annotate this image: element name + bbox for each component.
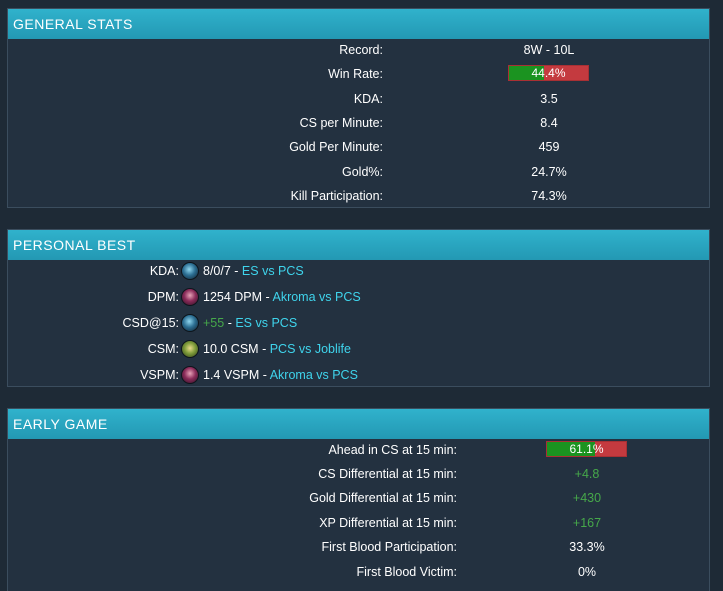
pb-csm-text: 10.0 CSM - PCS vs Joblife xyxy=(203,337,351,361)
pb-separator: - xyxy=(230,264,242,278)
pb-csm-value: 10.0 CSM xyxy=(203,342,259,356)
pb-vspm-row: VSPM: 1.4 VSPM - Akroma vs PCS xyxy=(8,363,709,387)
personal-best-panel: PERSONAL BEST KDA: 8/0/7 - ES vs PCS DPM… xyxy=(7,229,710,387)
cs-diff-15-row: CS Differential at 15 min: +4.8 xyxy=(8,462,709,486)
xp-diff-15-value: +167 xyxy=(572,516,602,530)
champion-purple-icon xyxy=(181,366,199,384)
pb-separator: - xyxy=(224,316,236,330)
gold-per-minute-row: Gold Per Minute: 459 xyxy=(8,135,709,159)
gold-percent-label: Gold%: xyxy=(342,165,383,179)
pb-dpm-text: 1254 DPM - Akroma vs PCS xyxy=(203,285,361,309)
pb-kda-value: 8/0/7 xyxy=(203,264,231,278)
pb-dpm-label: DPM: xyxy=(147,290,179,304)
ahead-cs-15-label: Ahead in CS at 15 min: xyxy=(328,443,457,457)
pb-csd15-match-link[interactable]: ES vs PCS xyxy=(235,316,298,330)
pb-csm-match-link[interactable]: PCS vs Joblife xyxy=(269,342,351,356)
win-rate-bar-text: 44.4% xyxy=(531,66,566,80)
pb-separator: - xyxy=(258,342,270,356)
ahead-cs-15-bar-fill xyxy=(547,442,596,456)
pb-csd15-value: +55 xyxy=(203,316,225,330)
xp-diff-15-row: XP Differential at 15 min: +167 xyxy=(8,511,709,535)
first-blood-victim-label: First Blood Victim: xyxy=(356,565,458,579)
cs-per-minute-row: CS per Minute: 8.4 xyxy=(8,111,709,135)
win-rate-bar-fill xyxy=(509,66,545,80)
champion-green-icon xyxy=(181,340,199,358)
kda-label: KDA: xyxy=(353,92,383,106)
pb-csd15-label: CSD@15: xyxy=(122,316,179,330)
pb-vspm-match-link[interactable]: Akroma vs PCS xyxy=(269,368,358,382)
pb-vspm-value: 1.4 VSPM xyxy=(203,368,260,382)
cs-diff-15-label: CS Differential at 15 min: xyxy=(318,467,457,481)
first-blood-victim-value: 0% xyxy=(577,565,597,579)
pb-kda-label: KDA: xyxy=(149,264,179,278)
win-rate-bar: 44.4% xyxy=(508,65,589,81)
gold-diff-15-row: Gold Differential at 15 min: +430 xyxy=(8,486,709,510)
pb-separator: - xyxy=(262,290,273,304)
pb-csm-row: CSM: 10.0 CSM - PCS vs Joblife xyxy=(8,337,709,361)
gold-percent-value: 24.7% xyxy=(531,165,567,179)
gold-diff-15-value: +430 xyxy=(572,491,602,505)
kill-participation-label: Kill Participation: xyxy=(290,189,383,203)
ahead-cs-15-bar: 61.1% xyxy=(546,441,627,457)
pb-dpm-row: DPM: 1254 DPM - Akroma vs PCS xyxy=(8,285,709,309)
pb-csd15-text: +55 - ES vs PCS xyxy=(203,311,297,335)
cs-per-minute-label: CS per Minute: xyxy=(299,116,383,130)
ahead-cs-15-row: Ahead in CS at 15 min: 61.1% xyxy=(8,438,709,462)
pb-csm-label: CSM: xyxy=(147,342,179,356)
pb-kda-text: 8/0/7 - ES vs PCS xyxy=(203,259,304,283)
kda-row: KDA: 3.5 xyxy=(8,87,709,111)
pb-vspm-label: VSPM: xyxy=(140,368,179,382)
win-rate-label: Win Rate: xyxy=(328,67,383,81)
xp-diff-15-label: XP Differential at 15 min: xyxy=(319,516,457,530)
pb-kda-match-link[interactable]: ES vs PCS xyxy=(241,264,304,278)
gold-per-minute-label: Gold Per Minute: xyxy=(289,140,383,154)
first-blood-participation-value: 33.3% xyxy=(569,540,605,554)
ahead-cs-15-bar-text: 61.1% xyxy=(569,442,604,456)
record-label: Record: xyxy=(339,43,383,57)
pb-dpm-match-link[interactable]: Akroma vs PCS xyxy=(272,290,361,304)
champion-purple-icon xyxy=(181,288,199,306)
pb-dpm-value: 1254 DPM xyxy=(203,290,263,304)
first-blood-participation-row: First Blood Participation: 33.3% xyxy=(8,535,709,559)
general-stats-panel: GENERAL STATS Record: 8W - 10L Win Rate:… xyxy=(7,8,710,208)
early-game-panel: EARLY GAME Ahead in CS at 15 min: 61.1% … xyxy=(7,408,710,591)
champion-blue-icon xyxy=(181,314,199,332)
kda-value: 3.5 xyxy=(540,92,558,106)
cs-per-minute-value: 8.4 xyxy=(540,116,558,130)
pb-vspm-text: 1.4 VSPM - Akroma vs PCS xyxy=(203,363,358,387)
first-blood-victim-row: First Blood Victim: 0% xyxy=(8,560,709,584)
gold-diff-15-label: Gold Differential at 15 min: xyxy=(309,491,457,505)
gold-per-minute-value: 459 xyxy=(538,140,560,154)
pb-csd15-row: CSD@15: +55 - ES vs PCS xyxy=(8,311,709,335)
pb-kda-row: KDA: 8/0/7 - ES vs PCS xyxy=(8,259,709,283)
kill-participation-row: Kill Participation: 74.3% xyxy=(8,184,709,208)
record-value: 8W - 10L xyxy=(523,43,575,57)
win-rate-row: Win Rate: 44.4% xyxy=(8,62,709,86)
personal-best-header: PERSONAL BEST xyxy=(8,230,709,260)
kill-participation-value: 74.3% xyxy=(531,189,567,203)
gold-percent-row: Gold%: 24.7% xyxy=(8,160,709,184)
champion-blue-icon xyxy=(181,262,199,280)
record-row: Record: 8W - 10L xyxy=(8,38,709,62)
first-blood-participation-label: First Blood Participation: xyxy=(321,540,457,554)
general-stats-header: GENERAL STATS xyxy=(8,9,709,39)
early-game-header: EARLY GAME xyxy=(8,409,709,439)
cs-diff-15-value: +4.8 xyxy=(574,467,600,481)
pb-separator: - xyxy=(259,368,270,382)
